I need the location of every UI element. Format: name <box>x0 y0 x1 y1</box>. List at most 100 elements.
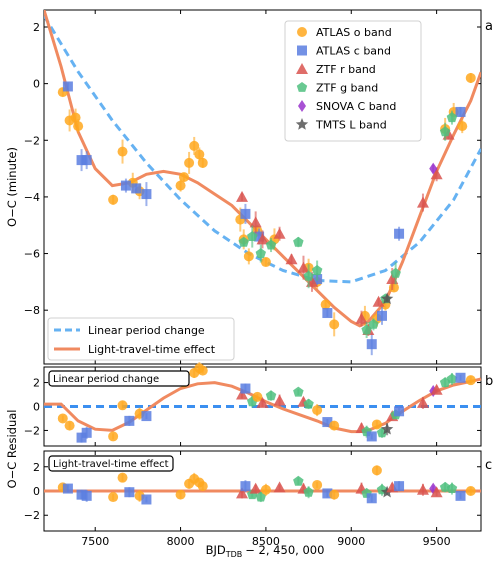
legend-ztf-r-band-label: ZTF r band <box>316 63 376 76</box>
ztf-r-band-point <box>256 233 269 245</box>
marker-legend: ATLAS o band ATLAS c band ZTF r band ZTF g … <box>284 20 422 142</box>
residual-point <box>108 492 119 503</box>
ztf-r-band-point <box>355 312 368 324</box>
y-tick-label: 0 <box>33 485 40 498</box>
residual-point <box>260 484 271 495</box>
panel-a-y-ticks: 2 0 −2 −4 −6 −8 <box>24 21 481 317</box>
residual-point <box>141 411 152 422</box>
ztf-g-band-point <box>238 236 249 247</box>
legend-atlas-o-band-marker <box>297 27 307 37</box>
panel-c-title-box <box>48 455 174 472</box>
ztf-g-band-point <box>390 267 401 278</box>
panel-b-x-ticks <box>94 367 438 446</box>
residual-point <box>117 400 128 411</box>
shared-residual-y-axis-label: O−C Residual <box>5 410 19 489</box>
legend-ztf-r-band-marker <box>296 63 308 74</box>
residual-point <box>455 490 466 501</box>
x-tick-label: 9000 <box>337 535 365 548</box>
residual-point <box>430 486 443 498</box>
legend-snova-c-band-marker <box>298 100 306 112</box>
ztf-g-band-point <box>439 126 451 137</box>
panel-b: 2 0 −2 Linear period change b <box>24 362 493 447</box>
ztf-g-band-point <box>361 324 372 335</box>
residual-point <box>446 483 458 493</box>
y-tick-label: −2 <box>24 424 40 437</box>
tmts-l-band-point <box>380 292 394 305</box>
residual-point <box>322 488 333 499</box>
x-tick-label: 7500 <box>81 535 109 548</box>
legend-tmts-l-band-marker <box>295 118 309 130</box>
panel-a-frame <box>43 9 482 365</box>
residual-point <box>293 475 304 486</box>
atlas-c-band-point <box>322 308 333 319</box>
residual-point <box>416 483 429 495</box>
residual-point <box>240 481 251 492</box>
x-tick-label: 9500 <box>423 535 451 548</box>
panel-c-label: c <box>485 458 492 473</box>
residual-point <box>256 396 269 408</box>
panel-a-label: a <box>485 19 493 34</box>
ztf-g-band-point <box>293 236 304 247</box>
residual-point <box>236 487 249 499</box>
legend-ztf-g-band-label: ZTF g band <box>316 82 378 95</box>
residual-point <box>371 465 382 476</box>
x-axis-label-main: BJD <box>206 543 226 557</box>
residual-point <box>273 481 286 493</box>
residual-point <box>329 489 340 500</box>
ztf-r-band-point <box>236 190 249 202</box>
residual-point <box>303 486 314 497</box>
residual-point <box>465 486 476 496</box>
atlas-o-band-point <box>117 146 128 157</box>
residual-point <box>124 415 135 426</box>
ztf-r-band-point <box>430 168 443 180</box>
atlas-c-band-point <box>76 155 87 166</box>
y-tick-label: −6 <box>24 248 40 261</box>
residual-point <box>81 490 92 501</box>
linear-period-change-curve <box>44 14 481 284</box>
atlas-o-band-point <box>108 194 119 205</box>
line-legend: Linear period change Light-travel-time e… <box>47 317 235 361</box>
residual-point <box>380 422 394 435</box>
y-tick-label: 2 <box>33 377 40 390</box>
x-axis-label-tail: − 2, 450, 000 <box>245 543 324 557</box>
atlas-o-band-point <box>260 257 271 268</box>
residual-point <box>446 373 458 384</box>
ztf-g-band-point <box>368 318 379 329</box>
residual-point <box>394 481 405 492</box>
panel-b-points <box>57 362 476 443</box>
legend-atlas-o-band-label: ATLAS o band <box>316 26 392 39</box>
atlas-o-band-point <box>73 121 84 132</box>
residual-point <box>240 383 251 394</box>
ztf-r-band-point <box>372 295 385 307</box>
residual-point <box>293 386 304 397</box>
line-legend-box <box>47 317 235 361</box>
residual-point <box>273 394 286 406</box>
residual-point <box>76 489 87 500</box>
atlas-o-band-point <box>197 157 208 168</box>
residual-point <box>366 431 377 442</box>
marker-legend-items: ATLAS o band ATLAS c band ZTF r band ZTF g … <box>295 26 396 132</box>
residual-point <box>303 398 314 409</box>
ztf-r-band-point <box>273 227 286 239</box>
panel-a-y-axis-label: O−C (minute) <box>5 147 19 227</box>
legend-tmts-l-band-label: TMTS L band <box>315 119 387 132</box>
y-tick-label: −8 <box>24 304 40 317</box>
residual-point <box>312 405 323 416</box>
atlas-c-band-point <box>131 183 142 194</box>
ztf-g-band-point <box>446 112 458 123</box>
residual-point <box>455 372 466 383</box>
x-axis-label-subscript: TDB <box>225 550 243 559</box>
ztf-g-band-point <box>311 265 323 275</box>
atlas-c-band-point <box>455 106 466 117</box>
residual-point <box>394 406 405 417</box>
residual-point <box>141 494 152 505</box>
residual-point <box>197 365 208 376</box>
atlas-o-band-point <box>329 319 340 330</box>
atlas-c-band-point <box>81 155 92 166</box>
atlas-o-band-point <box>175 180 186 191</box>
legend-snova-c-band-label: SNOVA C band <box>316 100 396 113</box>
legend-ztf-g-band-marker <box>296 82 308 92</box>
residual-point <box>371 419 382 430</box>
panel-b-title-box <box>48 370 190 387</box>
residual-point <box>312 479 323 490</box>
